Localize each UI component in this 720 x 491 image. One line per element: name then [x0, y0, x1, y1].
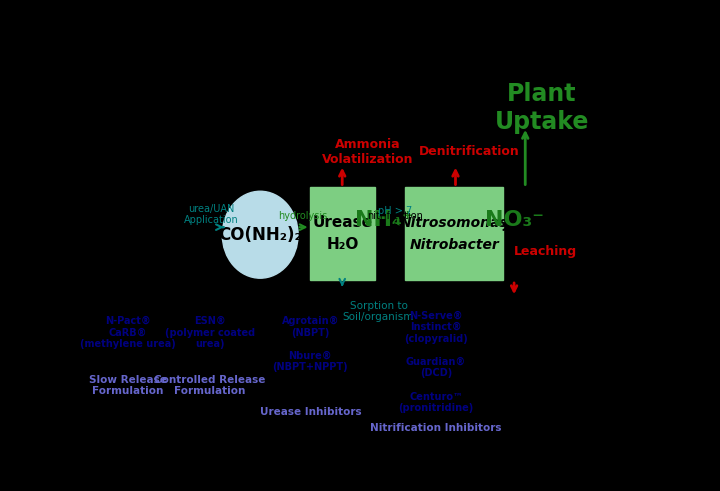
Text: Controlled Release
Formulation: Controlled Release Formulation	[154, 375, 266, 396]
Text: pH > 7: pH > 7	[377, 206, 412, 216]
Text: Nitrification Inhibitors: Nitrification Inhibitors	[370, 423, 502, 433]
Text: nitrification: nitrification	[366, 212, 423, 221]
Text: Slow Release
Formulation: Slow Release Formulation	[89, 375, 167, 396]
Text: ESN®
(polymer coated
urea): ESN® (polymer coated urea)	[165, 316, 255, 349]
Bar	[405, 188, 503, 280]
Text: hydrolysis: hydrolysis	[279, 212, 328, 221]
Text: CO(NH₂)₂: CO(NH₂)₂	[218, 226, 302, 244]
Text: Sorption to
Soil/organism: Sorption to Soil/organism	[343, 301, 414, 323]
Ellipse shape	[222, 191, 298, 278]
Text: urea/UAN
Application: urea/UAN Application	[184, 204, 239, 225]
Text: H₂O: H₂O	[326, 237, 359, 252]
Text: Plant
Uptake: Plant Uptake	[495, 82, 589, 134]
Text: NO₃⁻: NO₃⁻	[485, 210, 544, 230]
Text: Urease: Urease	[312, 215, 372, 230]
Text: Nitrobacter: Nitrobacter	[409, 238, 499, 252]
Text: Ammonia
Volatilization: Ammonia Volatilization	[322, 137, 413, 165]
Text: N-Serve®
Instinct®
(clopyralid)

Guardian®
(DCD)

Centuro™
(pronitridine): N-Serve® Instinct® (clopyralid) Guardian…	[398, 310, 474, 413]
Text: Urease Inhibitors: Urease Inhibitors	[260, 407, 361, 417]
Text: Denitrification: Denitrification	[419, 145, 520, 158]
Bar	[310, 188, 374, 280]
Text: NH₄⁺: NH₄⁺	[356, 210, 414, 230]
Text: Agrotain®
(NBPT)

Nbure®
(NBPT+NPPT): Agrotain® (NBPT) Nbure® (NBPT+NPPT)	[273, 316, 348, 373]
Text: N-Pact®
CaRB®
(methylene urea): N-Pact® CaRB® (methylene urea)	[80, 316, 176, 349]
Text: Leaching: Leaching	[514, 245, 577, 258]
Text: Nitrosomonas: Nitrosomonas	[400, 216, 508, 230]
